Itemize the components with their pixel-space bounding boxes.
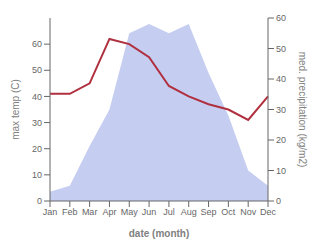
svg-text:40: 40 [276,74,286,84]
svg-text:May: May [121,207,139,217]
svg-text:date (month): date (month) [129,228,190,239]
svg-text:Dec: Dec [260,207,277,217]
svg-text:50: 50 [276,44,286,54]
svg-text:10: 10 [276,166,286,176]
svg-text:40: 40 [32,92,42,102]
svg-text:60: 60 [32,39,42,49]
svg-text:Feb: Feb [62,207,78,217]
svg-text:20: 20 [32,144,42,154]
svg-text:Mar: Mar [82,207,98,217]
svg-text:Jun: Jun [142,207,157,217]
svg-text:Aug: Aug [181,207,197,217]
svg-text:Jul: Jul [163,207,175,217]
svg-text:med. precipitation (kg/m2): med. precipitation (kg/m2) [297,52,308,168]
svg-text:Apr: Apr [102,207,116,217]
svg-text:Oct: Oct [221,207,236,217]
svg-text:60: 60 [276,13,286,23]
svg-text:Nov: Nov [240,207,257,217]
svg-text:50: 50 [32,65,42,75]
svg-text:30: 30 [276,105,286,115]
svg-text:0: 0 [276,196,281,206]
svg-text:Jan: Jan [43,207,58,217]
svg-text:20: 20 [276,135,286,145]
svg-text:0: 0 [37,196,42,206]
svg-text:30: 30 [32,118,42,128]
svg-text:max temp (C): max temp (C) [10,79,21,140]
svg-text:Sep: Sep [201,207,217,217]
svg-text:10: 10 [32,170,42,180]
